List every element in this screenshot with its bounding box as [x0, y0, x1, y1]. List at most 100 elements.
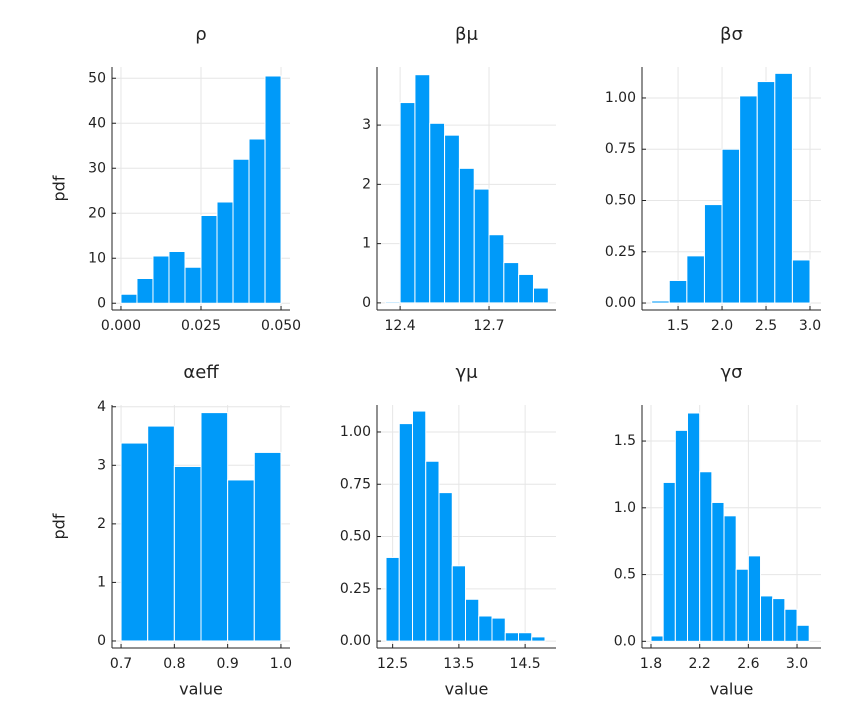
- panel-title: βσ: [720, 24, 743, 45]
- bar: [438, 492, 453, 642]
- x-tick-label: 1.0: [270, 656, 292, 672]
- bar: [491, 617, 506, 642]
- bar: [384, 301, 401, 304]
- bar: [253, 451, 282, 642]
- bar: [425, 460, 440, 642]
- bar: [412, 410, 427, 642]
- bar: [136, 278, 154, 304]
- x-tick-label: 2.6: [737, 656, 759, 672]
- bar: [227, 479, 255, 642]
- y-tick-label: 0.75: [340, 476, 371, 492]
- panel-title: γσ: [720, 362, 742, 383]
- y-tick-label: 0.25: [605, 244, 636, 260]
- y-tick-label: 0: [362, 295, 371, 311]
- bar: [264, 75, 282, 304]
- x-tick-label: 0.000: [101, 318, 141, 334]
- x-tick-label: 2.0: [711, 318, 733, 334]
- x-tick-label: 3.0: [786, 656, 808, 672]
- bar: [200, 412, 229, 642]
- x-tick-label: 0.7: [110, 656, 132, 672]
- y-tick-label: 1: [362, 236, 371, 252]
- bar: [747, 555, 762, 642]
- x-tick-label: 0.050: [261, 318, 301, 334]
- y-tick-label: 0.50: [605, 192, 636, 208]
- x-tick-label: 0.025: [181, 318, 221, 334]
- bar: [399, 102, 416, 304]
- x-tick-label: 3.0: [799, 318, 821, 334]
- bar: [120, 293, 138, 304]
- bar: [739, 95, 758, 304]
- y-tick-label: 4: [97, 399, 106, 415]
- bar: [699, 471, 713, 642]
- y-tick-label: 1.0: [614, 500, 636, 516]
- y-tick-label: 50: [88, 70, 106, 86]
- bar: [451, 565, 467, 642]
- bar: [532, 287, 549, 304]
- bar: [429, 122, 446, 304]
- bar: [503, 262, 520, 304]
- bar: [398, 423, 414, 642]
- y-tick-label: 1.00: [340, 424, 371, 440]
- y-tick-label: 2: [362, 176, 371, 192]
- bar: [248, 138, 266, 304]
- y-tick-label: 0.75: [605, 141, 636, 157]
- bar: [458, 167, 475, 304]
- bar: [216, 201, 234, 304]
- bar: [465, 598, 480, 642]
- bar: [120, 442, 149, 642]
- bar: [444, 134, 460, 304]
- y-tick-label: 1.00: [605, 90, 636, 106]
- x-tick-label: 0.9: [217, 656, 239, 672]
- panel-title: αeff: [183, 362, 219, 383]
- bar: [756, 81, 776, 304]
- bar: [152, 255, 170, 304]
- bar: [518, 273, 534, 304]
- y-tick-label: 0.00: [340, 633, 371, 649]
- bar: [385, 556, 400, 642]
- y-tick-label: 0.00: [605, 295, 636, 311]
- bar: [173, 465, 202, 642]
- x-tick-label: 1.8: [640, 656, 662, 672]
- bar: [772, 598, 786, 642]
- x-tick-label: 12.5: [377, 656, 408, 672]
- bar: [760, 595, 774, 642]
- bar: [488, 234, 505, 304]
- bar: [168, 251, 186, 304]
- y-tick-label: 0.0: [614, 633, 636, 649]
- bar: [674, 429, 689, 642]
- y-tick-label: 3: [362, 117, 371, 133]
- bar: [504, 632, 520, 642]
- bar: [687, 412, 701, 642]
- x-tick-label: 12.7: [473, 318, 504, 334]
- bar: [200, 215, 218, 304]
- y-tick-label: 0: [97, 633, 106, 649]
- bar: [478, 615, 493, 642]
- x-axis-label: value: [445, 680, 489, 699]
- bar: [651, 300, 670, 304]
- y-tick-label: 30: [88, 160, 106, 176]
- y-tick-label: 3: [97, 457, 106, 473]
- panel-title: γμ: [455, 362, 478, 383]
- y-tick-label: 40: [88, 115, 106, 131]
- y-tick-label: 0: [97, 295, 106, 311]
- y-tick-label: 0.5: [614, 567, 636, 583]
- bar: [703, 204, 723, 304]
- bar: [473, 188, 490, 304]
- bar: [232, 158, 250, 304]
- x-tick-label: 2.2: [689, 656, 711, 672]
- bar: [774, 72, 793, 304]
- bar: [518, 632, 533, 642]
- bar: [784, 608, 798, 642]
- y-tick-label: 1: [97, 574, 106, 590]
- x-tick-label: 1.5: [667, 318, 689, 334]
- bar: [735, 568, 749, 642]
- x-tick-label: 12.4: [385, 318, 416, 334]
- x-axis-label: value: [179, 680, 223, 699]
- bar: [668, 279, 688, 304]
- y-tick-label: 10: [88, 250, 106, 266]
- bar: [650, 635, 664, 642]
- bar: [723, 515, 737, 642]
- bar: [791, 259, 811, 304]
- x-axis-label: value: [710, 680, 754, 699]
